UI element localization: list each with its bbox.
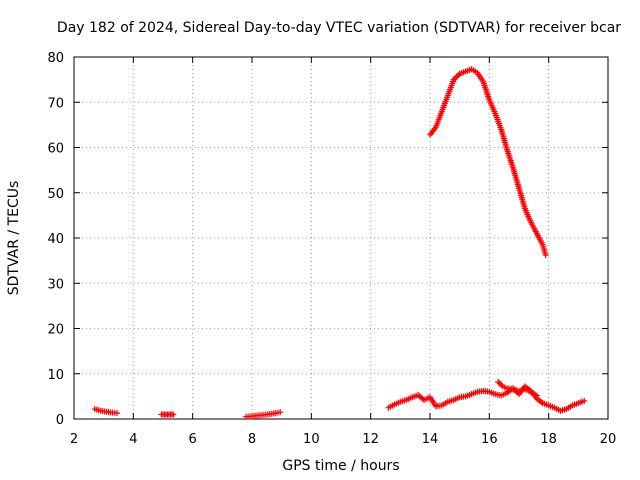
axis-ticks: 2 4 6 8 10 12 14 16 18 20 0 10 20 30 40 50 60 70 80 [47, 51, 616, 447]
x-tick-label: 2 [70, 432, 78, 447]
data-point [114, 410, 121, 417]
data-point [581, 397, 588, 404]
y-tick-label: 60 [47, 142, 64, 157]
series-points [385, 383, 588, 414]
data-point-fill [453, 73, 460, 80]
data-point [542, 252, 549, 259]
x-tick-label: 6 [189, 432, 197, 447]
data-point [533, 392, 540, 399]
x-axis-label: GPS time / hours [282, 458, 399, 474]
y-tick-label: 40 [47, 232, 64, 247]
y-tick-label: 20 [47, 323, 64, 338]
series-points [427, 66, 549, 259]
y-tick-label: 70 [47, 96, 64, 111]
x-tick-label: 16 [481, 432, 498, 447]
series-points [495, 378, 540, 399]
data-point [277, 409, 284, 416]
chart-title: Day 182 of 2024, Sidereal Day-to-day VTE… [57, 20, 621, 36]
series-points [91, 406, 284, 420]
y-tick-label: 10 [47, 368, 64, 383]
y-tick-label: 50 [47, 187, 64, 202]
y-tick-label: 80 [47, 51, 64, 66]
y-axis-label: SDTVAR / TECUs [6, 181, 22, 296]
grid-lines [74, 57, 608, 419]
data-point [170, 411, 177, 418]
data-points [91, 66, 588, 420]
x-tick-label: 18 [540, 432, 557, 447]
y-tick-label: 0 [56, 413, 64, 428]
x-tick-label: 8 [248, 432, 256, 447]
x-tick-label: 10 [303, 432, 320, 447]
x-tick-label: 4 [129, 432, 137, 447]
x-tick-label: 12 [362, 432, 379, 447]
y-tick-label: 30 [47, 277, 64, 292]
x-tick-label: 20 [600, 432, 617, 447]
x-tick-label: 14 [422, 432, 439, 447]
